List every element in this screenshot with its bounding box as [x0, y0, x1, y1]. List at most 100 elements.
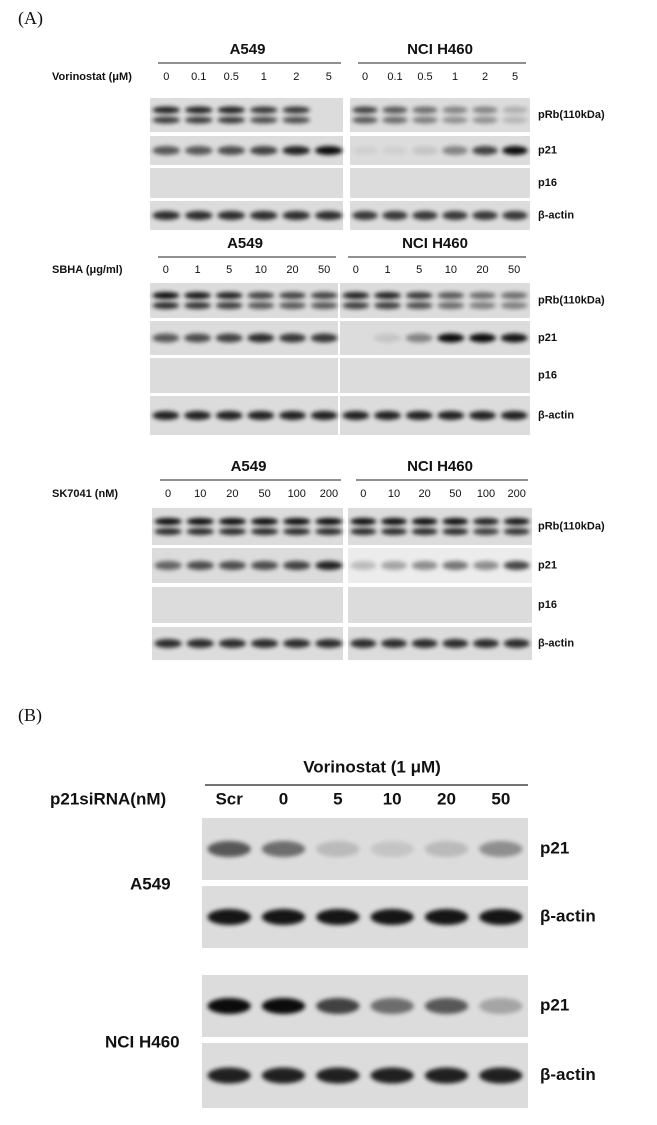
band [342, 302, 370, 309]
blot-strip [150, 283, 338, 318]
dose: 200 [320, 488, 338, 500]
blot-strip [350, 136, 530, 165]
band [314, 211, 343, 220]
cell-line: NCI H460 [105, 1032, 180, 1051]
row-label: β-actin [538, 209, 574, 221]
band [500, 411, 528, 420]
row-label: pRb(110kDa) [538, 520, 605, 532]
band [424, 1067, 469, 1084]
band [152, 116, 181, 124]
band [261, 998, 306, 1014]
band [411, 528, 438, 535]
band [469, 292, 496, 299]
band [250, 528, 279, 535]
dose: 0.5 [417, 71, 432, 83]
band [472, 106, 498, 114]
band [186, 639, 214, 648]
row-label: p21 [540, 995, 569, 1014]
blot-strip [348, 587, 532, 623]
band [249, 106, 278, 114]
band [370, 841, 414, 857]
band [442, 639, 469, 648]
band [442, 116, 468, 124]
band [186, 561, 214, 570]
band [405, 333, 433, 343]
band [279, 302, 306, 309]
band [184, 333, 211, 343]
band [217, 146, 246, 155]
band [472, 146, 498, 155]
band [411, 561, 438, 570]
dose: 5 [326, 71, 332, 83]
blot-strip [340, 358, 530, 393]
band [315, 518, 343, 525]
dose: 10 [445, 264, 457, 276]
band [184, 411, 211, 420]
band [424, 998, 469, 1014]
blot-strip [152, 548, 343, 583]
band [207, 841, 251, 857]
blot-strip [202, 975, 528, 1037]
band [184, 106, 213, 114]
band [382, 146, 408, 155]
band [154, 561, 182, 570]
row-label: β-actin [538, 409, 574, 421]
blot-strip [150, 396, 338, 435]
blot-strip [350, 168, 530, 198]
dose: 50 [318, 264, 330, 276]
band [310, 302, 338, 309]
cell-line: A549 [230, 41, 266, 58]
dose: 50 [508, 264, 520, 276]
dose: 10 [388, 488, 400, 500]
row-label: p16 [538, 369, 557, 381]
band [437, 411, 465, 420]
band [218, 528, 247, 535]
band [472, 211, 498, 220]
band [247, 411, 275, 420]
lane: 50 [491, 789, 510, 808]
band [261, 1067, 306, 1084]
band [207, 909, 251, 925]
dose: 20 [476, 264, 488, 276]
dose: 10 [194, 488, 206, 500]
band [500, 302, 528, 309]
band [310, 411, 338, 420]
band [250, 561, 279, 570]
cell-line: NCI H460 [407, 458, 473, 475]
band [250, 518, 279, 525]
band [247, 333, 275, 343]
band [279, 292, 306, 299]
band [186, 518, 214, 525]
band [218, 639, 247, 648]
band [437, 302, 465, 309]
blot-strip [348, 548, 532, 583]
band [500, 292, 528, 299]
band [342, 411, 370, 420]
blot-strip [350, 98, 530, 132]
blot-strip [340, 321, 530, 355]
band [279, 411, 306, 420]
band [154, 518, 182, 525]
band [469, 333, 496, 343]
band [282, 106, 311, 114]
treatment-label: SK7041 (nM) [52, 488, 118, 500]
band [310, 333, 338, 343]
blot-strip [350, 201, 530, 230]
band [249, 211, 278, 220]
band [316, 909, 360, 925]
band [279, 333, 306, 343]
blot-strip [202, 1043, 528, 1108]
band [380, 518, 408, 525]
band [412, 106, 438, 114]
band [469, 411, 496, 420]
band [472, 528, 500, 535]
band [412, 146, 438, 155]
treatment-label: Vorinostat (μM) [52, 71, 132, 83]
panel-label: (A) [18, 8, 43, 29]
band [154, 639, 182, 648]
band [374, 411, 401, 420]
dose: 0 [360, 488, 366, 500]
band [405, 302, 433, 309]
dose: 5 [226, 264, 232, 276]
lane: 10 [383, 789, 402, 808]
